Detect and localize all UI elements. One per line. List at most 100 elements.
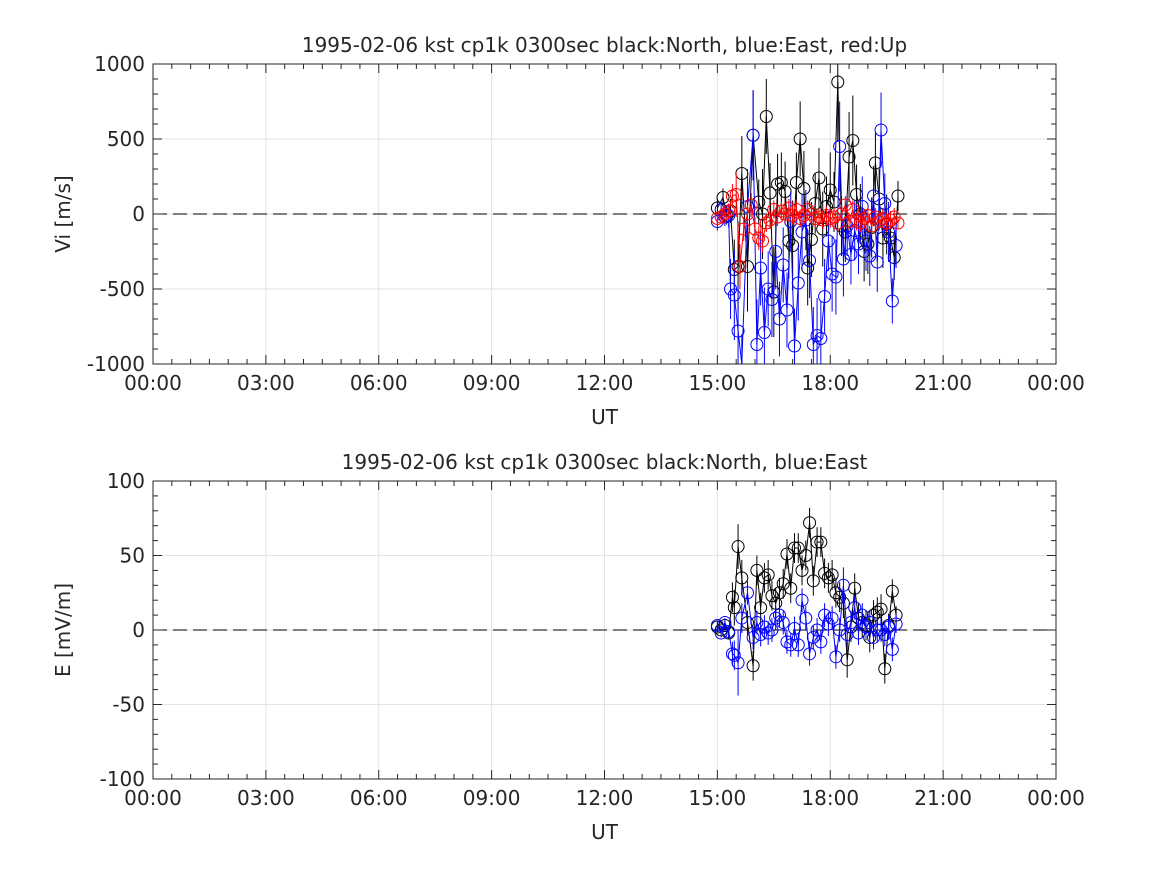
efield-y-tick-label: 100	[107, 469, 145, 493]
efield-data-point	[746, 630, 760, 644]
velocity-data-point	[752, 231, 766, 245]
efield-data-point	[757, 571, 771, 585]
efield-data-point	[803, 516, 817, 530]
velocity-data-point	[754, 261, 768, 275]
efield-data-point	[795, 563, 809, 577]
velocity-data-point	[769, 245, 783, 258]
efield-x-tick-label: 00:00	[124, 786, 182, 810]
velocity-data-point	[803, 254, 817, 267]
velocity-data-point	[838, 198, 852, 212]
efield-x-tick-label: 09:00	[463, 786, 521, 810]
velocity-data-point	[757, 326, 771, 339]
velocity-data-point	[748, 222, 762, 236]
efield-data-point	[765, 623, 779, 637]
velocity-data-point	[835, 207, 849, 221]
velocity-data-point	[776, 258, 790, 272]
efield-data-point	[878, 627, 892, 641]
velocity-data-point	[870, 255, 884, 269]
velocity-data-point	[867, 189, 881, 203]
efield-data-point	[727, 648, 741, 662]
velocity-y-tick-label: -500	[100, 277, 145, 301]
velocity-data-point	[814, 332, 828, 345]
velocity-data-point	[718, 207, 732, 221]
efield-data-point	[874, 602, 888, 616]
velocity-data-point	[851, 237, 865, 251]
velocity-series-2	[710, 172, 905, 289]
velocity-data-point	[772, 312, 786, 326]
efield-x-axis-label: UT	[591, 820, 619, 844]
velocity-data-point	[774, 176, 788, 189]
efield-y-tick-label: -100	[100, 767, 145, 791]
efield-x-tick-label: 18:00	[801, 786, 859, 810]
efield-data-point	[725, 590, 739, 604]
velocity-data-point	[825, 267, 839, 281]
velocity-data-point	[737, 222, 751, 236]
efield-data-point	[727, 601, 741, 615]
efield-data-point	[784, 581, 798, 595]
efield-y-tick-label: -50	[112, 693, 145, 717]
efield-data-point	[821, 571, 835, 585]
velocity-x-tick-label: 15:00	[689, 371, 747, 395]
velocity-x-tick-label: 18:00	[801, 371, 859, 395]
velocity-data-point	[865, 219, 879, 233]
efield-data-point	[754, 627, 768, 641]
efield-data-point	[829, 586, 843, 600]
velocity-x-tick-label: 00:00	[124, 371, 182, 395]
efield-data-point	[761, 568, 775, 582]
efield-data-point	[814, 635, 828, 649]
velocity-data-point	[752, 195, 766, 209]
velocity-data-point	[797, 182, 811, 195]
efield-data-point	[825, 611, 839, 625]
efield-data-point	[885, 584, 899, 598]
velocity-data-point	[819, 209, 833, 222]
velocity-data-point	[823, 183, 837, 197]
velocity-data-point	[836, 252, 850, 266]
velocity-data-point	[818, 290, 832, 303]
efield-data-point	[818, 566, 832, 580]
velocity-data-point	[846, 203, 860, 216]
efield-data-point	[776, 577, 790, 591]
velocity-data-point	[795, 225, 809, 239]
efield-data-point	[735, 611, 749, 625]
efield-data-point	[795, 593, 809, 607]
efield-data-point	[740, 586, 754, 600]
velocity-ticks	[152, 63, 1057, 365]
efield-data-point	[848, 601, 862, 615]
efield-data-point	[761, 626, 775, 640]
velocity-data-point	[812, 210, 826, 224]
velocity-data-point	[872, 215, 886, 228]
velocity-data-point	[763, 186, 777, 200]
efield-data-point	[776, 616, 790, 630]
efield-data-point	[710, 619, 724, 633]
velocity-data-point	[759, 110, 773, 123]
efield-data-point	[814, 535, 828, 549]
efield-data-point	[810, 623, 824, 637]
velocity-data-point	[857, 212, 871, 225]
velocity-data-point	[788, 339, 802, 353]
velocity-data-point	[744, 198, 758, 212]
velocity-y-tick-labels: -1000 -500 0 500 1000	[87, 52, 145, 376]
efield-data-point	[765, 589, 779, 603]
efield-y-tick-label: 0	[132, 618, 145, 642]
velocity-data-point	[829, 270, 843, 284]
velocity-data-point	[733, 260, 747, 273]
efield-data-point	[750, 563, 764, 577]
velocity-data-point	[842, 150, 856, 164]
velocity-data-point	[891, 216, 905, 230]
efield-data-point	[735, 571, 749, 585]
velocity-data-point	[729, 188, 743, 201]
velocity-x-tick-label: 21:00	[914, 371, 972, 395]
velocity-data-point	[767, 203, 781, 216]
velocity-data-point	[812, 171, 826, 185]
velocity-data-point	[746, 128, 760, 142]
velocity-data-point	[876, 212, 890, 225]
velocity-data-point	[874, 123, 888, 137]
velocity-data-point	[740, 260, 754, 273]
efield-x-tick-label: 06:00	[350, 786, 408, 810]
efield-x-tick-label: 21:00	[914, 786, 972, 810]
efield-data-point	[840, 627, 854, 641]
velocity-data-point	[756, 234, 770, 248]
efield-data-point	[788, 541, 802, 555]
efield-x-tick-label: 12:00	[576, 786, 634, 810]
